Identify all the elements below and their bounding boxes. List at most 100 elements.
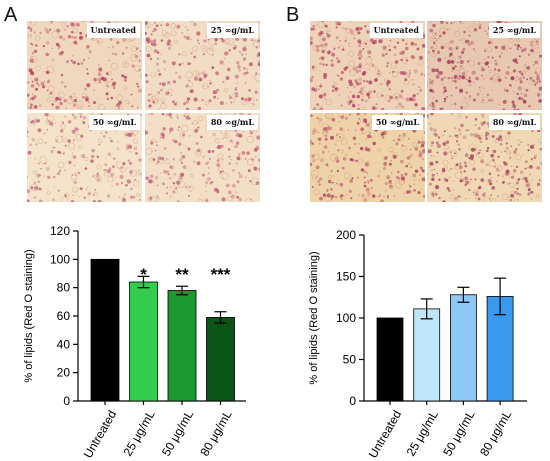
stain-dot — [227, 67, 231, 72]
stain-dot — [319, 57, 321, 60]
stain-dot — [325, 163, 329, 167]
stain-dot — [62, 121, 64, 124]
stain-dot — [72, 104, 76, 108]
stain-dot — [111, 52, 115, 56]
stain-dot — [38, 104, 42, 107]
stain-dot — [367, 134, 371, 139]
stain-dot — [536, 74, 540, 78]
stain-dot — [83, 59, 85, 61]
stain-dot — [388, 162, 392, 166]
stain-dot — [405, 42, 408, 46]
stain-dot — [441, 83, 444, 85]
cell-outline — [374, 65, 379, 70]
cell-outline — [333, 81, 338, 86]
stain-dot — [454, 77, 457, 80]
stain-dot — [358, 49, 363, 54]
stain-dot — [145, 80, 149, 84]
stain-dot — [232, 169, 235, 172]
stain-dot — [489, 98, 494, 103]
stain-dot — [530, 197, 533, 200]
cell-outline — [321, 123, 329, 130]
stain-dot — [162, 182, 165, 186]
stain-dot — [518, 55, 521, 58]
cell-outline — [246, 158, 254, 166]
stain-dot — [458, 165, 463, 170]
stain-dot — [332, 175, 335, 177]
stain-dot — [518, 70, 521, 73]
stain-dot — [480, 178, 485, 183]
stain-dot — [472, 167, 476, 171]
cell-outline — [201, 45, 208, 52]
stain-dot — [311, 142, 313, 144]
stain-dot — [62, 38, 66, 41]
cell-outline — [132, 180, 140, 187]
stain-dot — [458, 75, 462, 78]
stain-dot — [508, 156, 512, 160]
stain-dot — [386, 175, 391, 180]
stain-dot — [138, 68, 141, 72]
cell-outline — [70, 173, 78, 181]
stain-dot — [319, 62, 323, 66]
cell-outline — [61, 196, 69, 202]
cell-outline — [46, 65, 54, 73]
stain-dot — [421, 158, 424, 161]
cell-outline — [444, 43, 449, 48]
stain-dot — [486, 93, 489, 96]
stain-dot — [385, 113, 388, 115]
stain-dot — [241, 151, 246, 155]
cell-outline — [72, 186, 78, 193]
stain-dot — [97, 177, 99, 179]
stain-dot — [336, 140, 338, 142]
stain-dot — [194, 128, 199, 133]
stain-dot — [430, 113, 434, 116]
y-tick-label: 0 — [349, 394, 356, 408]
stain-dot — [337, 149, 340, 152]
stain-dot — [348, 42, 350, 45]
stain-dot — [538, 86, 542, 91]
stain-dot — [459, 196, 462, 198]
stain-dot — [330, 182, 332, 184]
stain-dot — [378, 39, 383, 44]
stain-dot — [166, 172, 169, 175]
stain-dot — [515, 148, 518, 151]
stain-dot — [32, 52, 34, 55]
cell-outline — [508, 172, 514, 178]
stain-dot — [367, 191, 371, 196]
cell-outline — [313, 188, 320, 196]
stain-dot — [105, 92, 109, 96]
stain-dot — [27, 199, 30, 202]
stain-dot — [479, 23, 482, 27]
stain-dot — [71, 36, 74, 39]
stain-dot — [427, 51, 431, 54]
stain-dot — [473, 191, 475, 194]
stain-dot — [167, 39, 171, 43]
stain-dot — [117, 141, 119, 143]
stain-dot — [421, 137, 423, 140]
stain-dot — [405, 97, 410, 102]
stain-dot — [153, 49, 158, 53]
stain-dot — [27, 93, 30, 97]
stain-dot — [427, 149, 432, 154]
stain-dot — [397, 138, 401, 142]
cell-outline — [322, 128, 328, 134]
stain-dot — [354, 143, 356, 145]
stain-dot — [524, 160, 528, 164]
stain-dot — [39, 174, 41, 176]
stain-dot — [102, 77, 107, 82]
cell-outline — [310, 155, 313, 161]
stain-dot — [57, 47, 60, 50]
cell-outline — [313, 153, 320, 161]
cell-outline — [35, 65, 41, 72]
cell-outline — [145, 46, 152, 52]
stain-dot — [411, 153, 414, 156]
stain-dot — [228, 148, 231, 151]
cell-outline — [321, 129, 328, 136]
stain-dot — [224, 57, 226, 60]
stain-dot — [38, 162, 40, 165]
stain-dot — [372, 194, 376, 198]
stain-dot — [35, 87, 39, 91]
stain-dot — [318, 45, 321, 47]
stain-dot — [497, 174, 500, 177]
stain-dot — [364, 25, 367, 28]
stain-dot — [448, 189, 451, 192]
